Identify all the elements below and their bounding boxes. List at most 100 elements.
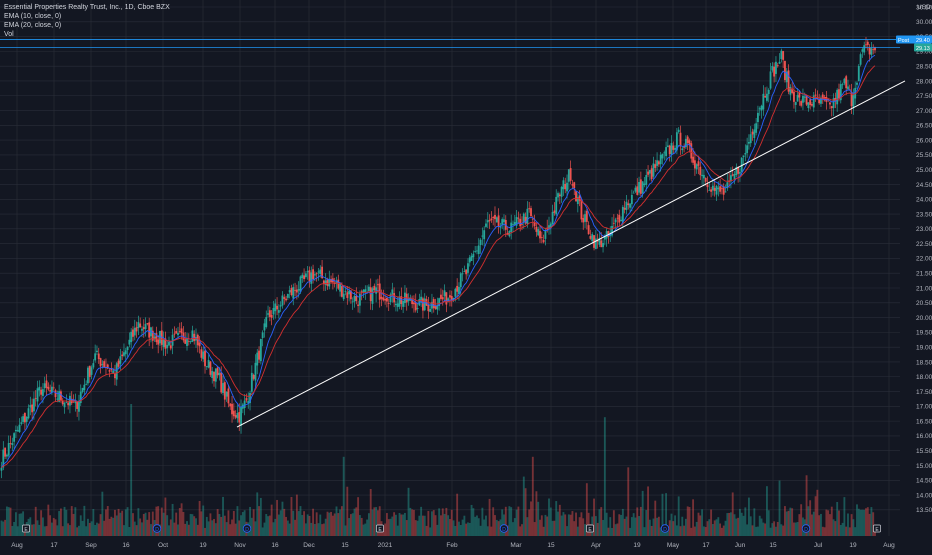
- volume-bar: [852, 519, 855, 536]
- candle-body: [566, 182, 568, 192]
- volume-bar: [414, 520, 417, 536]
- volume-bar: [346, 486, 349, 536]
- candle-body: [650, 168, 653, 180]
- volume-bar: [256, 492, 259, 536]
- candle-body: [184, 339, 187, 344]
- candle-body: [304, 273, 307, 278]
- candle-body: [240, 407, 242, 426]
- candle-body: [818, 99, 821, 104]
- candle-body: [724, 191, 727, 193]
- volume-bar: [310, 522, 313, 536]
- candle-body: [103, 361, 106, 368]
- candle-body: [328, 278, 331, 287]
- candle-body: [793, 91, 795, 102]
- volume-bar: [400, 514, 403, 536]
- volume-bar: [422, 515, 424, 536]
- candle-body: [485, 223, 487, 227]
- volume-bar: [180, 503, 183, 536]
- candle-body: [178, 331, 181, 332]
- dividend-marker: [242, 524, 252, 533]
- price-tick-label: 30.50: [916, 4, 932, 11]
- candle-body: [123, 352, 125, 356]
- candle-body: [575, 191, 577, 202]
- candle-body: [805, 95, 808, 105]
- candle-body: [670, 143, 673, 155]
- candle-body: [648, 170, 651, 174]
- volume-bar: [438, 508, 441, 536]
- candle-body: [159, 330, 161, 344]
- candle-body: [58, 391, 61, 402]
- volume-bar: [713, 520, 716, 536]
- volume-bar: [78, 525, 80, 536]
- volume-bar: [847, 513, 849, 536]
- marker-label: D: [245, 527, 249, 533]
- candle-body: [382, 297, 385, 301]
- candle-body: [472, 253, 475, 258]
- volume-bar: [387, 519, 390, 536]
- candle-body: [530, 208, 532, 217]
- candle-body: [526, 208, 529, 224]
- candle-body: [477, 245, 480, 254]
- volume-bar: [856, 504, 858, 536]
- time-axis-bg: [0, 537, 932, 550]
- candle-body: [299, 276, 302, 293]
- volume-bar: [717, 517, 720, 536]
- candle-body: [717, 187, 720, 190]
- volume-bar: [157, 506, 160, 536]
- candle-body: [153, 336, 156, 340]
- price-tick-label: 26.50: [916, 123, 932, 130]
- candle-body: [238, 412, 241, 423]
- candle-body: [746, 145, 749, 154]
- volume-bar: [254, 521, 257, 536]
- candle-body: [96, 350, 98, 353]
- candle-body: [789, 87, 792, 95]
- volume-bar: [81, 520, 84, 536]
- volume-bar: [16, 526, 19, 536]
- candle-body: [791, 88, 794, 93]
- volume-bar: [209, 513, 212, 536]
- time-tick-label: 15: [341, 542, 349, 549]
- volume-bar: [634, 517, 637, 536]
- candle-body: [346, 292, 349, 298]
- volume-bar: [544, 514, 547, 536]
- candle-body: [200, 349, 203, 358]
- symbol-title[interactable]: Essential Properties Realty Trust, Inc.,…: [4, 4, 170, 11]
- volume-bar: [168, 525, 170, 536]
- candle-body: [587, 225, 590, 235]
- volume-bar: [220, 516, 223, 536]
- volume-bar: [96, 522, 98, 536]
- ema20-legend[interactable]: EMA (20, close, 0): [4, 22, 62, 29]
- volume-bar: [776, 521, 779, 536]
- candle-body: [391, 289, 394, 295]
- time-axis[interactable]: Aug 17 Sep 16 Oct 19 Nov 16 Dec 15 2021 Feb Mar 15 Apr…: [0, 537, 932, 550]
- volume-bar: [697, 512, 700, 536]
- volume-bar: [459, 524, 462, 536]
- volume-bar: [227, 510, 230, 536]
- volume-bar: [344, 525, 347, 536]
- candle-body: [259, 338, 262, 362]
- volume-bar: [396, 525, 399, 536]
- volume-bar: [150, 524, 152, 536]
- candle-body: [303, 275, 305, 280]
- price-axis[interactable]: USD30.5030.0029.5029.0028.5028.0027.5027…: [896, 4, 932, 514]
- candle-body: [771, 66, 774, 71]
- price-tick-label: 29.00: [916, 49, 932, 56]
- price-tick-label: 26.00: [916, 137, 932, 144]
- dividend-marker: [499, 524, 509, 533]
- volume-bar: [43, 526, 46, 536]
- candle-body: [317, 271, 320, 273]
- ema-lines: [1, 54, 876, 469]
- volume-bar: [13, 521, 16, 536]
- vol-legend[interactable]: Vol: [4, 31, 14, 38]
- candle-body: [22, 416, 25, 422]
- volume-bar: [292, 510, 295, 536]
- volume-bar: [87, 518, 89, 536]
- volume-bar: [348, 518, 351, 536]
- volume-bar: [485, 515, 487, 536]
- candle-body: [38, 386, 41, 391]
- candle-body: [874, 47, 876, 51]
- candle-body: [692, 156, 695, 163]
- ema10-legend[interactable]: EMA (10, close, 0): [4, 13, 62, 20]
